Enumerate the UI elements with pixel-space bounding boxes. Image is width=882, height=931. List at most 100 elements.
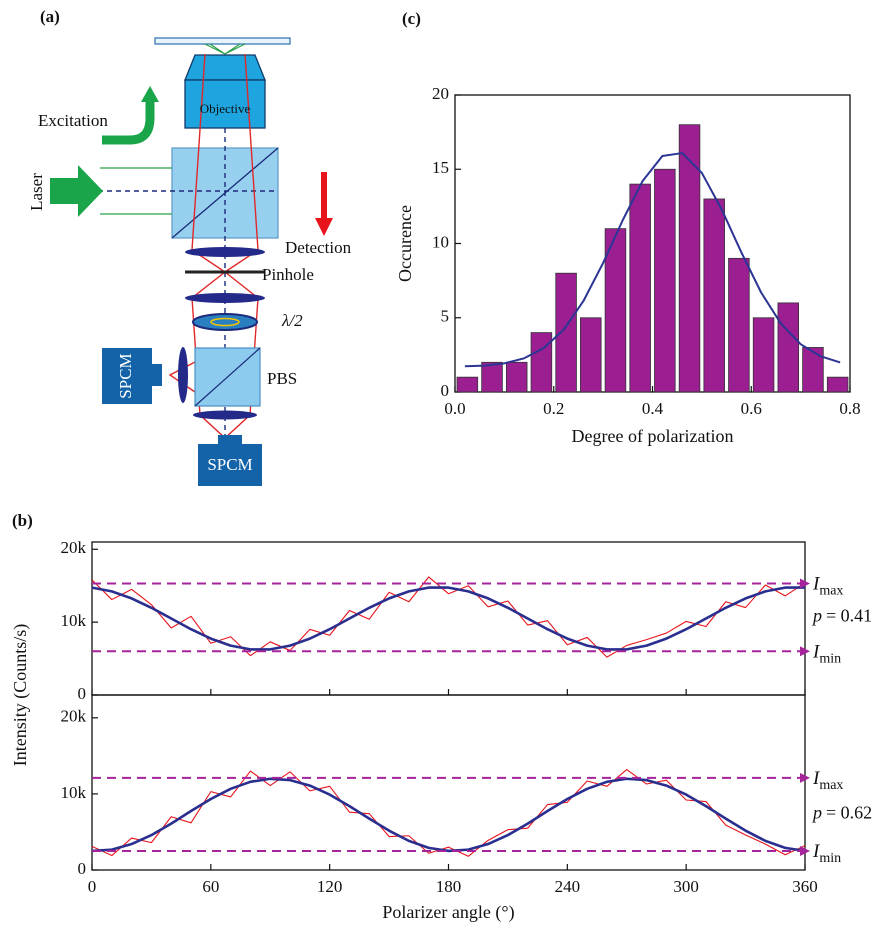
y-tick-label: 10k (61, 611, 87, 630)
plot-frame (91, 694, 806, 871)
bar (826, 376, 849, 393)
lens (185, 247, 265, 257)
x-axis-label: Degree of polarization (572, 426, 734, 446)
half-wave-plate (192, 313, 258, 331)
reference-subscript: min (819, 851, 841, 866)
x-tick-label: 360 (792, 877, 818, 896)
x-tick-label: 0 (88, 877, 97, 896)
y-axis-label: Intensity (Counts/s) (10, 624, 31, 767)
bar (654, 168, 676, 393)
bar (580, 317, 602, 393)
y-tick-label: 0 (441, 381, 450, 400)
panel-label: (c) (402, 9, 421, 28)
y-tick-label: 20k (61, 538, 87, 557)
y-tick-label: 10k (61, 783, 87, 802)
annotation-text: = 0.41 (826, 606, 872, 626)
bar (678, 124, 701, 393)
y-tick-label: 20k (61, 707, 87, 726)
diagram-label: Detection (285, 238, 352, 257)
bar (481, 361, 503, 393)
reference-label: Imin (812, 841, 841, 866)
reference-label: Imax (812, 574, 843, 599)
diagram-label: Pinhole (262, 265, 314, 284)
excitation-arrow-head (141, 86, 159, 102)
bar (703, 198, 725, 393)
diagram-label: SPCM (116, 353, 135, 398)
setup-diagram (50, 37, 333, 486)
spcm-connector (218, 435, 242, 445)
bar (456, 376, 479, 393)
pbs-diagonal (194, 347, 261, 407)
bar (530, 332, 553, 393)
spcm-side (102, 348, 152, 404)
lens (193, 410, 257, 420)
panel-label: (a) (40, 7, 60, 26)
polarization-annotation: p = 0.41 (811, 606, 872, 626)
laser-arrow (50, 165, 103, 217)
spcm-connector (152, 364, 162, 386)
annotation-symbol: p (811, 803, 822, 823)
y-tick-label: 15 (432, 158, 449, 177)
y-tick-label: 20 (432, 84, 449, 103)
excitation-arrow (102, 100, 155, 145)
focus-beam (204, 43, 246, 55)
bar (728, 257, 750, 393)
y-tick-label: 0 (78, 684, 87, 703)
objective-body (184, 79, 266, 129)
panel-label: (b) (12, 511, 33, 530)
plate-rotation (210, 317, 240, 327)
bar (752, 317, 775, 393)
measured-trace (91, 576, 806, 658)
detection-arrow (321, 172, 327, 220)
bar (555, 272, 577, 393)
reference-symbol: I (812, 642, 821, 663)
diagram-label: λ/2 (281, 311, 303, 330)
x-tick-label: 0.4 (642, 399, 664, 418)
reference-symbol: I (812, 768, 821, 789)
reference-symbol: I (812, 574, 821, 595)
spcm-bottom (198, 444, 262, 486)
fit-curve (464, 152, 841, 368)
diagram-label: Excitation (38, 111, 108, 130)
reference-subscript: max (819, 778, 843, 793)
x-tick-label: 300 (673, 877, 699, 896)
measured-trace (91, 769, 806, 857)
reference-label: Imax (812, 768, 843, 793)
bar (604, 228, 627, 393)
x-tick-label: 60 (202, 877, 219, 896)
bar (777, 302, 800, 393)
y-tick-label: 10 (432, 232, 449, 251)
lens (185, 293, 265, 303)
plot-frame (91, 541, 806, 696)
diagram-label: Objective (200, 101, 251, 116)
x-tick-label: 0.6 (741, 399, 762, 418)
x-tick-label: 0.0 (444, 399, 465, 418)
x-tick-label: 0.8 (839, 399, 860, 418)
detection-arrow-head (315, 218, 333, 236)
reference-subscript: min (819, 652, 841, 667)
fit-curve (91, 586, 805, 651)
annotation-text: = 0.62 (826, 803, 872, 823)
reference-symbol: I (812, 841, 821, 862)
objective-top (184, 54, 266, 81)
fit-curve (91, 777, 806, 853)
diagram-label: SPCM (207, 455, 252, 474)
x-tick-label: 0.2 (543, 399, 564, 418)
diagram-label: PBS (267, 369, 297, 388)
x-tick-label: 120 (317, 877, 343, 896)
x-tick-label: 240 (555, 877, 581, 896)
reference-label: Imin (812, 642, 841, 667)
annotation-symbol: p (811, 606, 822, 626)
polarization-annotation: p = 0.62 (811, 803, 872, 823)
lens (178, 347, 188, 403)
y-tick-label: 0 (78, 859, 87, 878)
y-tick-label: 5 (441, 307, 450, 326)
bar (802, 347, 824, 393)
y-axis-label: Occurence (395, 205, 415, 282)
x-tick-label: 180 (436, 877, 462, 896)
diagram-label: Laser (27, 173, 46, 211)
x-axis-label: Polarizer angle (°) (382, 902, 514, 923)
reference-subscript: max (819, 584, 843, 599)
bar (505, 361, 528, 393)
